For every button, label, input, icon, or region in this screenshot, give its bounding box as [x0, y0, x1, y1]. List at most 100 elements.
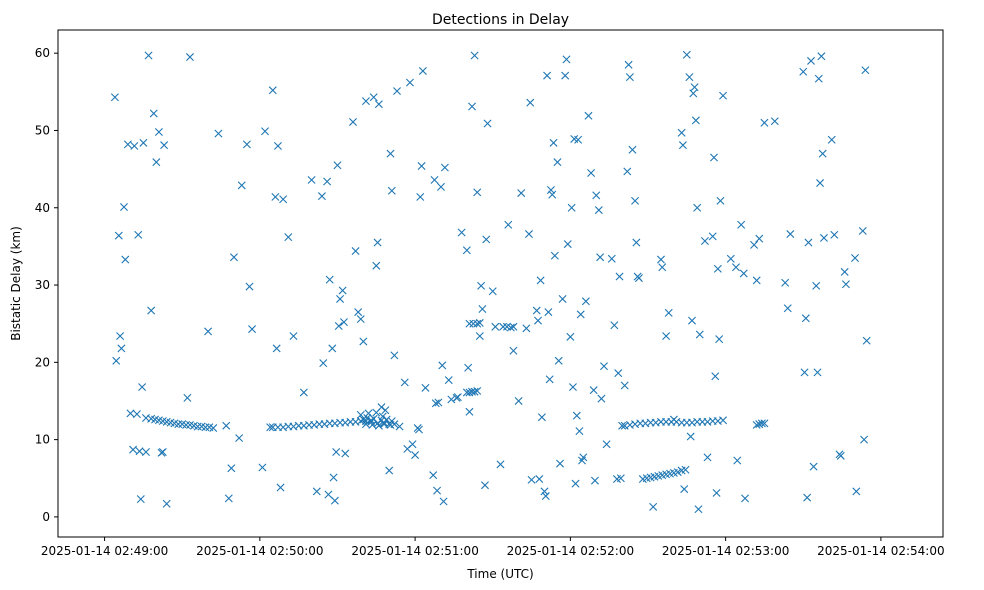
data-point — [625, 73, 634, 82]
data-point — [861, 66, 870, 75]
data-point — [522, 324, 531, 333]
data-point — [581, 297, 590, 306]
data-point — [713, 264, 722, 273]
data-point — [733, 456, 742, 465]
data-point — [162, 499, 171, 508]
data-point — [587, 168, 596, 177]
data-point — [483, 119, 492, 128]
data-point — [634, 274, 643, 283]
data-point — [390, 351, 399, 360]
data-point — [715, 335, 724, 344]
y-tick-label: 20 — [35, 355, 50, 369]
data-point — [112, 356, 121, 365]
data-point — [527, 475, 536, 484]
data-point — [351, 247, 360, 256]
data-point — [356, 410, 365, 419]
data-point — [372, 261, 381, 270]
data-point — [534, 316, 543, 325]
data-point — [770, 117, 779, 126]
data-point — [703, 453, 712, 462]
data-point — [333, 161, 342, 170]
data-point — [545, 375, 554, 384]
data-point — [433, 486, 442, 495]
data-point — [123, 140, 132, 149]
data-point — [149, 109, 158, 118]
data-point — [185, 53, 194, 62]
x-tick-label: 2025-01-14 02:54:00 — [817, 544, 944, 558]
data-point — [319, 359, 328, 368]
data-point — [548, 190, 557, 199]
data-point — [574, 135, 583, 144]
data-point — [307, 175, 316, 184]
data-point — [414, 425, 423, 434]
data-point — [752, 420, 761, 429]
data-point — [439, 497, 448, 506]
data-point — [682, 50, 691, 59]
series-group — [638, 465, 690, 484]
data-point — [470, 387, 479, 396]
data-point — [662, 332, 671, 341]
data-point — [841, 280, 850, 289]
data-point — [517, 189, 526, 198]
data-point — [709, 153, 718, 162]
data-point — [624, 60, 633, 69]
data-point — [752, 276, 761, 285]
data-point — [134, 230, 143, 239]
data-point — [183, 393, 192, 402]
data-point — [851, 254, 860, 262]
y-axis: 0 10 20 30 40 50 60 — [35, 46, 58, 524]
data-point — [126, 409, 135, 418]
data-point — [119, 202, 128, 211]
data-point — [726, 254, 735, 263]
y-tick-label: 0 — [42, 510, 50, 524]
data-point — [818, 149, 827, 158]
data-point — [377, 403, 386, 412]
data-point — [514, 396, 523, 405]
data-point — [475, 332, 484, 341]
y-tick-label: 10 — [35, 433, 50, 447]
x-tick-label: 2025-01-14 02:51:00 — [351, 544, 478, 558]
data-point — [499, 322, 508, 331]
data-point — [279, 195, 288, 204]
data-point — [558, 294, 567, 303]
series-group — [752, 419, 769, 429]
data-point — [158, 447, 167, 456]
data-point — [491, 322, 500, 331]
data-point — [468, 102, 477, 111]
data-point — [737, 220, 746, 229]
data-point — [817, 52, 826, 61]
data-point — [453, 393, 462, 402]
data-point — [535, 475, 544, 484]
data-point — [361, 97, 370, 106]
data-point — [814, 74, 823, 83]
data-point — [332, 447, 341, 456]
data-point — [801, 314, 810, 323]
data-point — [271, 192, 280, 201]
data-point — [550, 251, 559, 260]
data-point — [526, 98, 535, 107]
data-point — [434, 398, 443, 407]
data-point — [174, 420, 183, 429]
data-point — [755, 234, 764, 243]
data-point — [457, 228, 466, 237]
data-point — [594, 206, 603, 215]
data-point — [719, 91, 728, 100]
data-point — [658, 263, 667, 272]
data-point — [374, 421, 383, 430]
data-point — [596, 253, 605, 262]
data-point — [382, 415, 391, 424]
data-point — [693, 203, 702, 212]
data-point — [592, 191, 601, 200]
data-point — [261, 127, 270, 136]
data-point — [571, 479, 580, 488]
data-point — [478, 305, 487, 313]
data-point — [700, 237, 709, 245]
data-point — [541, 492, 550, 501]
data-point — [575, 427, 584, 436]
data-point — [685, 73, 694, 82]
data-point — [607, 254, 616, 263]
data-point — [408, 440, 417, 449]
data-point — [819, 233, 828, 242]
data-point — [325, 275, 334, 284]
data-point — [182, 420, 191, 429]
